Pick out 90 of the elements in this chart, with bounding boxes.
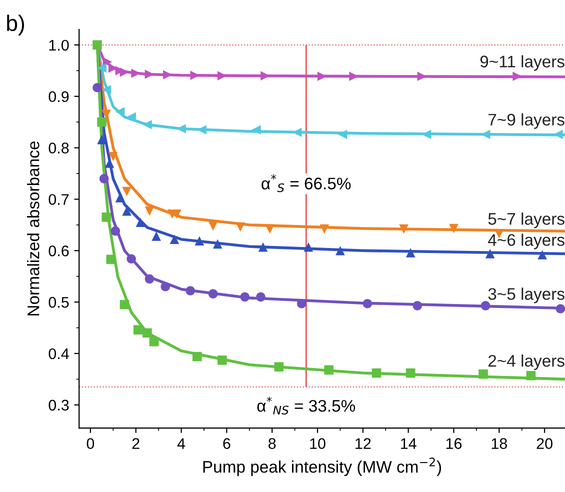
x-tick-label: 12 bbox=[356, 438, 371, 449]
point bbox=[108, 152, 118, 162]
point bbox=[136, 218, 146, 228]
x-tick-label: 0 bbox=[86, 438, 94, 449]
y-axis-title: Normalized absorbance bbox=[27, 142, 40, 316]
point bbox=[144, 206, 154, 216]
point bbox=[122, 186, 132, 196]
x-tick-label: 16 bbox=[446, 438, 462, 449]
text: b) bbox=[7, 14, 24, 36]
point bbox=[406, 368, 416, 378]
point bbox=[256, 292, 266, 302]
x-tick-label: 14 bbox=[401, 438, 416, 449]
point bbox=[152, 232, 161, 241]
point bbox=[186, 286, 196, 296]
point bbox=[217, 356, 227, 365]
point bbox=[406, 248, 416, 258]
point bbox=[99, 174, 109, 184]
y-tick-label: 0.7 bbox=[48, 194, 69, 205]
point bbox=[126, 254, 136, 264]
point bbox=[122, 206, 132, 216]
point bbox=[554, 130, 563, 140]
point bbox=[92, 82, 102, 92]
point bbox=[208, 221, 218, 231]
point bbox=[142, 120, 152, 130]
series-label: 2~4 layers bbox=[488, 354, 564, 370]
series-label: 3~5 layers bbox=[488, 288, 564, 304]
point bbox=[102, 212, 112, 222]
x-tick-label: 4 bbox=[177, 438, 186, 449]
y-tick-label: 0.8 bbox=[48, 142, 69, 154]
point bbox=[449, 224, 458, 234]
x-axis-title: Pump peak intensity (MW cm$^{−2}$) bbox=[203, 458, 442, 476]
x-tick-label: 20 bbox=[536, 438, 552, 449]
y-tick-label: 0.5 bbox=[48, 296, 69, 308]
point bbox=[372, 368, 382, 378]
point bbox=[240, 292, 250, 302]
y-tick-label: 1.0 bbox=[49, 40, 69, 51]
series-label: 7~9 layers bbox=[488, 113, 564, 129]
point bbox=[478, 369, 488, 379]
point bbox=[106, 254, 116, 264]
point bbox=[422, 130, 432, 140]
point bbox=[208, 289, 218, 298]
point bbox=[170, 234, 180, 244]
y-tick-label: 0.9 bbox=[48, 91, 69, 102]
x-tick-label: 8 bbox=[268, 438, 276, 449]
point bbox=[120, 300, 130, 310]
point bbox=[144, 274, 154, 284]
point bbox=[526, 370, 536, 380]
point bbox=[97, 134, 106, 144]
point bbox=[115, 107, 125, 116]
point bbox=[362, 298, 372, 308]
point bbox=[212, 239, 222, 249]
point bbox=[236, 222, 245, 232]
point bbox=[192, 352, 202, 362]
annotation: α$^{*}$$_{NS}$ = 33.5% bbox=[257, 396, 356, 415]
point bbox=[324, 365, 334, 375]
point bbox=[149, 336, 159, 346]
point bbox=[265, 224, 274, 234]
x-tick-label: 18 bbox=[492, 438, 507, 449]
series-label: 9~11 layers bbox=[480, 55, 564, 71]
point bbox=[485, 249, 495, 258]
point bbox=[274, 362, 284, 372]
point bbox=[480, 300, 490, 310]
point bbox=[252, 125, 261, 134]
point bbox=[412, 300, 422, 310]
annotation: α$^{*}$$_{S}$ = 66.5% bbox=[262, 174, 351, 192]
point bbox=[320, 224, 329, 234]
point bbox=[194, 236, 204, 246]
series-label: 4~6 layers bbox=[488, 234, 564, 250]
point bbox=[304, 242, 314, 252]
point bbox=[336, 246, 345, 256]
point bbox=[133, 325, 143, 334]
y-tick-label: 0.4 bbox=[48, 348, 69, 360]
point bbox=[258, 242, 268, 252]
point bbox=[399, 224, 408, 234]
y-tick-label: 0.3 bbox=[48, 400, 69, 411]
point bbox=[92, 40, 102, 50]
point bbox=[556, 304, 565, 314]
point bbox=[142, 328, 152, 338]
x-tick-label: 10 bbox=[310, 438, 326, 449]
point bbox=[338, 130, 348, 140]
x-tick-label: 6 bbox=[223, 438, 230, 449]
point bbox=[97, 117, 106, 127]
point bbox=[102, 85, 112, 94]
x-tick-label: 2 bbox=[132, 438, 140, 449]
point bbox=[110, 226, 120, 236]
point bbox=[97, 63, 106, 73]
point bbox=[160, 282, 170, 292]
point bbox=[538, 250, 547, 260]
series-label: 5~7 layers bbox=[488, 212, 564, 228]
y-tick-label: 0.6 bbox=[48, 246, 69, 256]
